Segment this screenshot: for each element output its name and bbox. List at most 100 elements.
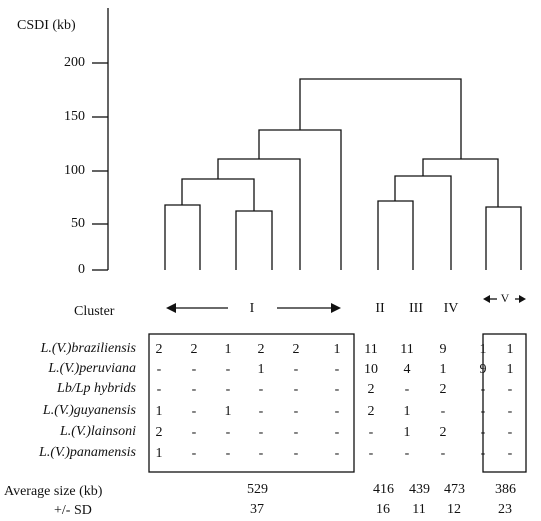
y-tick-label: 0 xyxy=(78,262,85,277)
table-cell: 2 xyxy=(439,425,447,440)
average-value: 529 xyxy=(247,482,268,497)
table-cell: 1 xyxy=(479,342,487,357)
cluster-label-i: I xyxy=(249,301,255,316)
table-cell: - xyxy=(293,404,299,419)
species-label: Lb/Lp hybrids xyxy=(57,381,136,396)
table-cell: 2 xyxy=(190,342,198,357)
table-cell: 2 xyxy=(155,342,163,357)
cluster-v-box xyxy=(482,333,527,473)
average-value: 386 xyxy=(495,482,516,497)
table-cell: 11 xyxy=(400,342,414,357)
table-cell: 11 xyxy=(364,342,378,357)
table-cell: - xyxy=(191,362,197,377)
dendrogram-tree xyxy=(164,78,522,270)
table-cell: - xyxy=(480,425,486,440)
y-tick-label: 200 xyxy=(64,55,85,70)
table-cell: 2 xyxy=(367,404,375,419)
table-cell: - xyxy=(507,404,513,419)
table-cell: - xyxy=(191,425,197,440)
table-cell: 1 xyxy=(224,342,232,357)
table-cell: 9 xyxy=(439,342,447,357)
table-cell: - xyxy=(293,382,299,397)
table-cell: - xyxy=(334,382,340,397)
species-label: L.(V.)panamensis xyxy=(39,445,136,460)
table-cell: - xyxy=(334,425,340,440)
table-cell: 9 xyxy=(479,362,487,377)
sd-value: 11 xyxy=(412,502,426,517)
table-cell: - xyxy=(507,382,513,397)
table-cell: - xyxy=(480,446,486,461)
table-cell: - xyxy=(440,404,446,419)
table-cell: - xyxy=(293,446,299,461)
sd-value: 37 xyxy=(250,502,264,517)
table-cell: - xyxy=(334,404,340,419)
cluster-label-v: V xyxy=(500,291,510,305)
table-cell: 1 xyxy=(403,404,411,419)
species-label: L.(V.)braziliensis xyxy=(40,341,136,356)
table-cell: - xyxy=(293,425,299,440)
y-tick-label: 100 xyxy=(64,163,85,178)
table-cell: 1 xyxy=(155,404,163,419)
table-cell: 1 xyxy=(403,425,411,440)
table-cell: - xyxy=(368,446,374,461)
average-size-label: Average size (kb) xyxy=(4,484,103,499)
average-value: 439 xyxy=(409,482,430,497)
y-axis-title: CSDI (kb) xyxy=(17,18,76,33)
table-cell: - xyxy=(156,382,162,397)
table-cell: - xyxy=(440,446,446,461)
table-cell: - xyxy=(480,382,486,397)
table-cell: - xyxy=(368,425,374,440)
table-cell: - xyxy=(404,382,410,397)
table-cell: 4 xyxy=(403,362,411,377)
cluster-i-box xyxy=(148,333,355,473)
table-cell: - xyxy=(480,404,486,419)
sd-value: 16 xyxy=(376,502,390,517)
table-cell: - xyxy=(293,362,299,377)
table-cell: 1 xyxy=(257,362,265,377)
table-cell: 10 xyxy=(364,362,378,377)
table-cell: 2 xyxy=(257,342,265,357)
species-label: L.(V.)guyanensis xyxy=(42,403,136,418)
table-cell: - xyxy=(156,362,162,377)
species-label: L.(V.)lainsoni xyxy=(60,424,136,439)
table-cell: - xyxy=(507,425,513,440)
table-cell: 1 xyxy=(439,362,447,377)
table-cell: - xyxy=(225,425,231,440)
cluster-row-label: Cluster xyxy=(74,304,115,319)
table-cell: 2 xyxy=(367,382,375,397)
cluster-label-iv: IV xyxy=(443,301,459,316)
table-cell: - xyxy=(334,362,340,377)
average-value: 416 xyxy=(373,482,394,497)
average-value: 473 xyxy=(444,482,465,497)
table-cell: 1 xyxy=(506,342,514,357)
table-cell: - xyxy=(404,446,410,461)
table-cell: - xyxy=(258,404,264,419)
cluster-label-ii: II xyxy=(375,301,385,316)
y-tick-label: 150 xyxy=(64,109,85,124)
table-cell: 1 xyxy=(506,362,514,377)
table-cell: - xyxy=(191,382,197,397)
table-cell: 1 xyxy=(224,404,232,419)
y-tick-label: 50 xyxy=(71,216,85,231)
sd-label: +/- SD xyxy=(54,503,92,518)
table-cell: - xyxy=(334,446,340,461)
table-cell: 2 xyxy=(292,342,300,357)
sd-value: 23 xyxy=(498,502,512,517)
table-cell: - xyxy=(507,446,513,461)
table-cell: - xyxy=(225,382,231,397)
table-cell: - xyxy=(225,446,231,461)
table-cell: - xyxy=(258,382,264,397)
table-cell: 1 xyxy=(155,446,163,461)
table-cell: - xyxy=(191,446,197,461)
cluster-label-iii: III xyxy=(409,301,423,316)
table-cell: 2 xyxy=(439,382,447,397)
species-label: L.(V.)peruviana xyxy=(48,361,136,376)
table-cell: - xyxy=(225,362,231,377)
table-cell: 2 xyxy=(155,425,163,440)
table-cell: - xyxy=(191,404,197,419)
table-cell: - xyxy=(258,446,264,461)
table-cell: - xyxy=(258,425,264,440)
table-cell: 1 xyxy=(333,342,341,357)
sd-value: 12 xyxy=(447,502,461,517)
